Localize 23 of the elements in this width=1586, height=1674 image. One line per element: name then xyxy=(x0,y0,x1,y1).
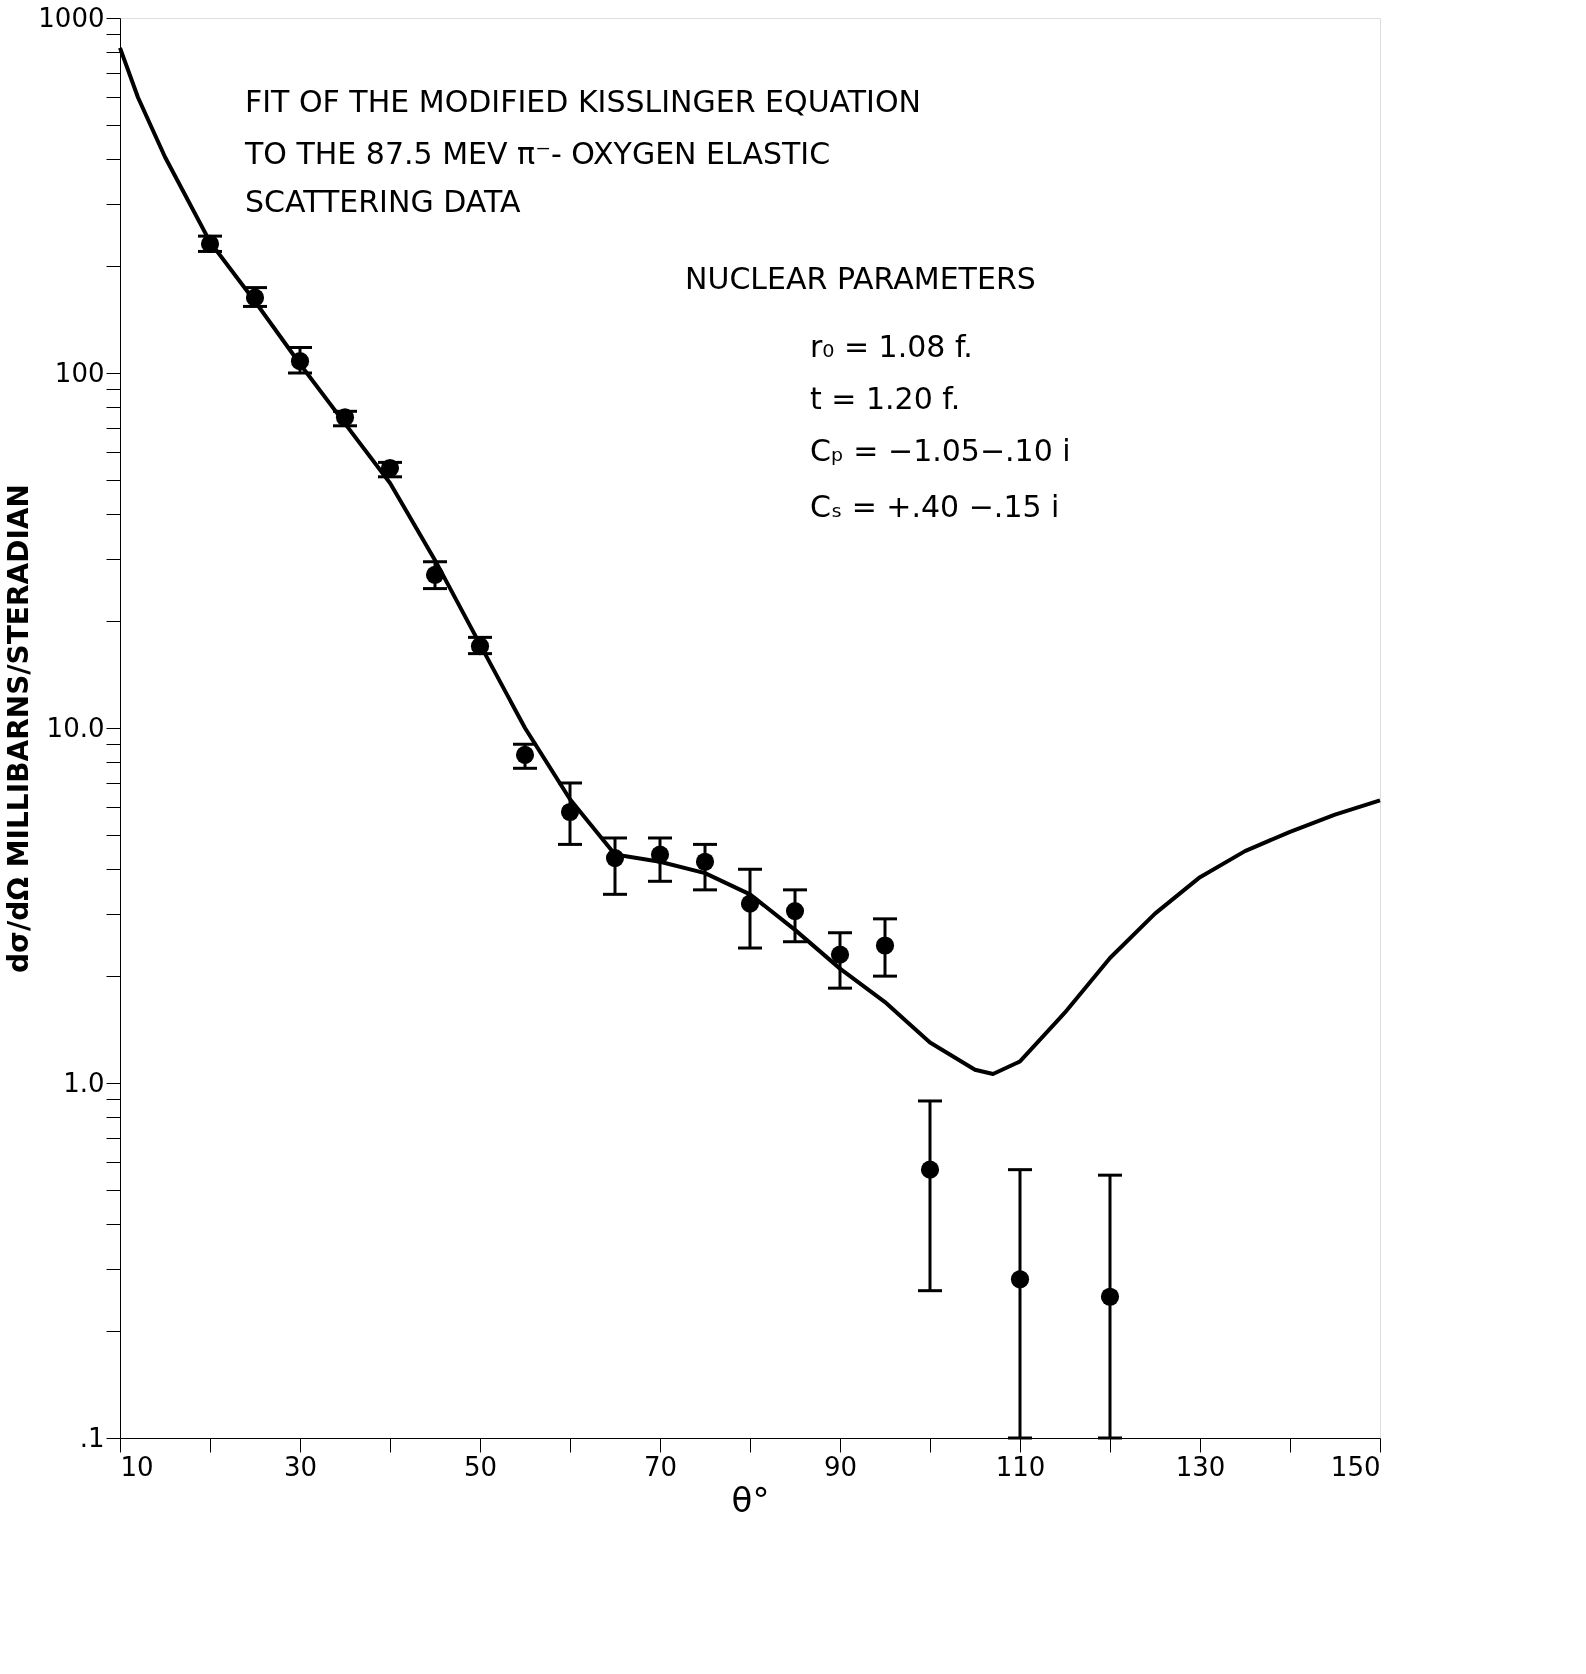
annotation: SCATTERING DATA xyxy=(245,184,521,219)
x-axis-title: θ° xyxy=(731,1479,770,1520)
x-tick-label: 10 xyxy=(120,1451,154,1482)
y-axis-title: dσ/dΩ MILLIBARNS/STERADIAN xyxy=(2,484,36,973)
x-tick-label: 130 xyxy=(1175,1451,1226,1482)
annotation: NUCLEAR PARAMETERS xyxy=(685,261,1036,296)
y-tick-label: 100 xyxy=(54,357,105,388)
y-tick-label: .1 xyxy=(79,1422,105,1453)
annotation: FIT OF THE MODIFIED KISSLINGER EQUATION xyxy=(245,84,922,119)
y-tick-label: 1000 xyxy=(38,2,105,33)
x-tick-label: 50 xyxy=(463,1451,498,1482)
y-tick-label: 10.0 xyxy=(46,712,105,743)
annotation: Cₚ = −1.05−.10 i xyxy=(810,433,1071,468)
x-tick-label: 150 xyxy=(1330,1451,1381,1482)
annotation: r₀ = 1.08 f. xyxy=(810,329,973,364)
annotation: TO THE 87.5 MEV π⁻- OXYGEN ELASTIC xyxy=(244,136,831,171)
x-tick-label: 90 xyxy=(823,1451,858,1482)
y-tick-label: 1.0 xyxy=(63,1067,105,1098)
annotation: t = 1.20 f. xyxy=(810,381,961,416)
x-tick-label: 110 xyxy=(995,1451,1046,1482)
x-tick-label: 30 xyxy=(283,1451,318,1482)
annotation: Cₛ = +.40 −.15 i xyxy=(810,489,1060,524)
x-tick-label: 70 xyxy=(643,1451,678,1482)
